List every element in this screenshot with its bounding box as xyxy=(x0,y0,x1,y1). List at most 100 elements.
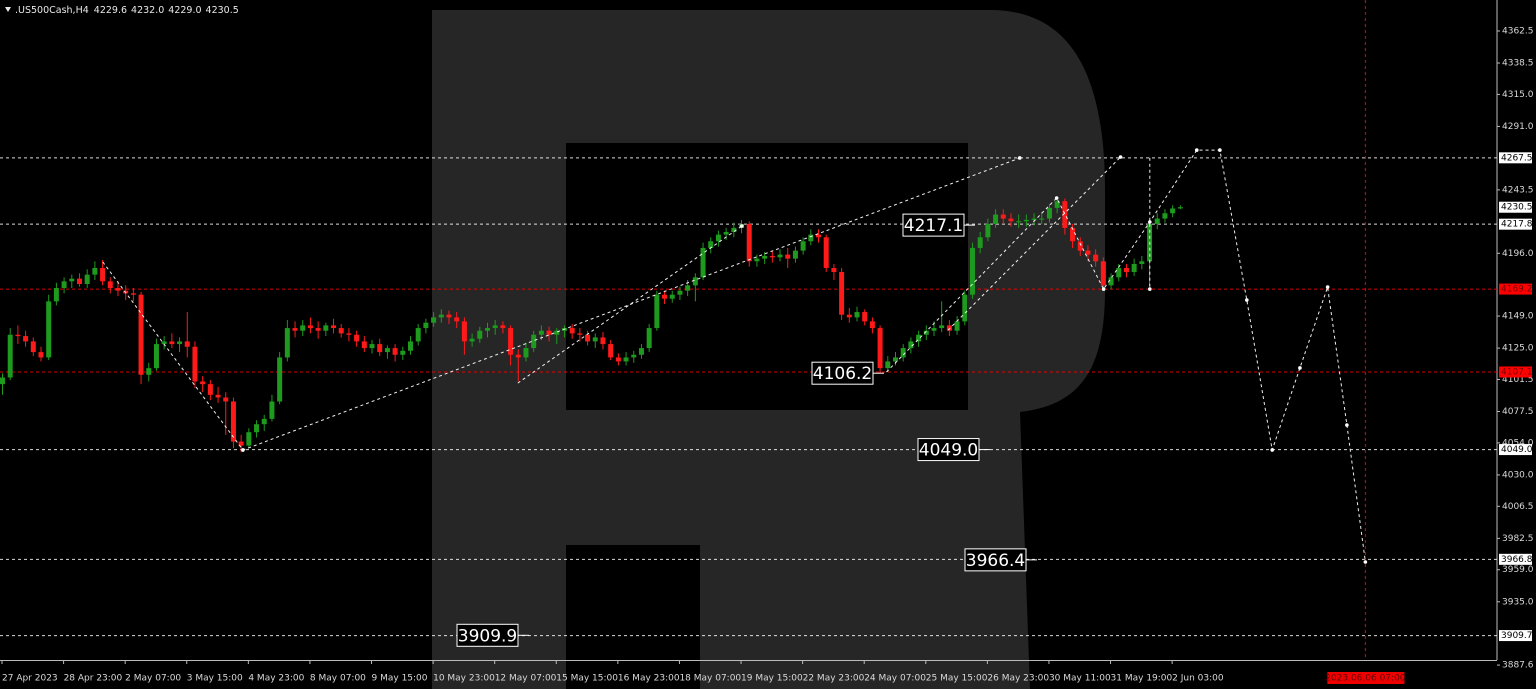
candle-body xyxy=(577,333,583,335)
wave-point xyxy=(1218,148,1222,152)
candle-body xyxy=(854,312,860,318)
candle-body xyxy=(800,241,806,251)
wave-point xyxy=(740,224,744,228)
wave-point xyxy=(1148,287,1152,291)
level-label: 4217.8 xyxy=(1501,220,1533,230)
wave-point xyxy=(1101,287,1106,291)
candle-body xyxy=(1131,263,1137,272)
open-label: 4229.6 xyxy=(94,5,127,16)
candle-body xyxy=(331,325,337,329)
candle-body xyxy=(715,234,721,242)
y-tick-label: 3982.5 xyxy=(1502,534,1534,544)
candle-body xyxy=(554,330,560,335)
candle-body xyxy=(862,312,868,322)
candle-body xyxy=(1154,218,1160,224)
candle-body xyxy=(1016,221,1022,223)
candle-body xyxy=(284,328,290,358)
candle-body xyxy=(392,348,398,355)
y-tick-label: 4030.0 xyxy=(1502,470,1534,480)
y-tick-label: 4125.0 xyxy=(1502,344,1534,354)
candle-body xyxy=(777,254,783,258)
wave-line xyxy=(886,149,1366,563)
candle-body xyxy=(692,277,698,286)
candle-body xyxy=(484,328,490,331)
candle-body xyxy=(415,328,421,342)
annotation-label: 4049.0 xyxy=(919,441,978,461)
symbol: .US500Cash,H4 xyxy=(15,5,89,16)
x-tick-label: 22 May 23:00 xyxy=(803,674,865,684)
candle-body xyxy=(254,424,260,433)
candle-body xyxy=(1170,208,1176,214)
candle-body xyxy=(816,234,822,238)
y-tick-label: 4077.5 xyxy=(1502,407,1534,417)
candle-body xyxy=(461,321,467,342)
candle-body xyxy=(700,247,706,278)
candle-body xyxy=(792,250,798,259)
wave-point xyxy=(1245,298,1249,302)
candle-body xyxy=(7,334,13,378)
cursor-label-box xyxy=(1327,672,1405,684)
candle-body xyxy=(61,281,67,289)
candle-body xyxy=(515,354,521,358)
wave-point xyxy=(1298,366,1302,370)
candle-body xyxy=(754,258,760,262)
candle-body xyxy=(23,336,29,342)
candle-body xyxy=(438,314,444,318)
candle-body xyxy=(1046,207,1052,219)
menu-arrow[interactable] xyxy=(5,7,11,12)
candle-body xyxy=(408,341,414,351)
wave-point xyxy=(1363,560,1368,564)
candle-body xyxy=(38,352,44,358)
candle-body xyxy=(423,322,429,329)
candle-body xyxy=(354,334,360,342)
x-tick-label: 30 May 11:00 xyxy=(1049,674,1111,684)
candle-body xyxy=(1100,261,1106,286)
candle-body xyxy=(338,328,344,334)
candle-body xyxy=(200,381,206,385)
x-tick-label: 26 May 23:00 xyxy=(987,674,1049,684)
candle-body xyxy=(546,330,552,335)
candle-body xyxy=(400,350,406,355)
y-tick-label: 4054.0 xyxy=(1502,438,1534,448)
annotation-label: 4217.1 xyxy=(904,216,963,236)
annotation-box xyxy=(964,548,1027,572)
candle-body xyxy=(1123,267,1129,272)
y-tick-label: 4006.5 xyxy=(1502,502,1534,512)
level-label-box xyxy=(1499,444,1532,456)
level-label-box xyxy=(1499,218,1532,230)
x-tick-label: 3 May 15:00 xyxy=(187,674,243,684)
candle-body xyxy=(246,432,252,446)
candle-body xyxy=(30,341,36,353)
candle-body xyxy=(323,325,329,331)
candle-body xyxy=(600,337,606,345)
y-tick-label: 4315.0 xyxy=(1502,90,1534,100)
candle-body xyxy=(207,384,213,395)
y-tick-label: 3935.0 xyxy=(1502,597,1534,607)
candle-body xyxy=(446,314,452,318)
candle-body xyxy=(192,346,198,382)
x-tick-label: 2 May 07:00 xyxy=(125,674,181,684)
x-tick-label: 25 May 15:00 xyxy=(926,674,988,684)
candle-body xyxy=(238,441,244,446)
x-tick-label: 4 May 23:00 xyxy=(248,674,304,684)
x-tick-label: 2 Jun 03:00 xyxy=(1172,674,1224,684)
candle-body xyxy=(808,234,814,242)
candle-body xyxy=(1177,207,1183,209)
annotation-box xyxy=(811,361,874,385)
candle-body xyxy=(662,294,668,299)
candle-body xyxy=(46,301,52,358)
candle-body xyxy=(916,334,922,342)
candle-body xyxy=(846,314,852,318)
candle-body xyxy=(638,348,644,355)
y-tick-label: 4338.5 xyxy=(1502,59,1534,69)
candle-body xyxy=(508,328,514,355)
candle-body xyxy=(1000,214,1006,219)
candle-body xyxy=(969,247,975,295)
candle-body xyxy=(523,348,529,358)
candle-body xyxy=(84,274,90,285)
low-label: 4229.0 xyxy=(168,5,201,16)
x-tick-label: 15 May 15:00 xyxy=(556,674,618,684)
candle-body xyxy=(769,255,775,258)
